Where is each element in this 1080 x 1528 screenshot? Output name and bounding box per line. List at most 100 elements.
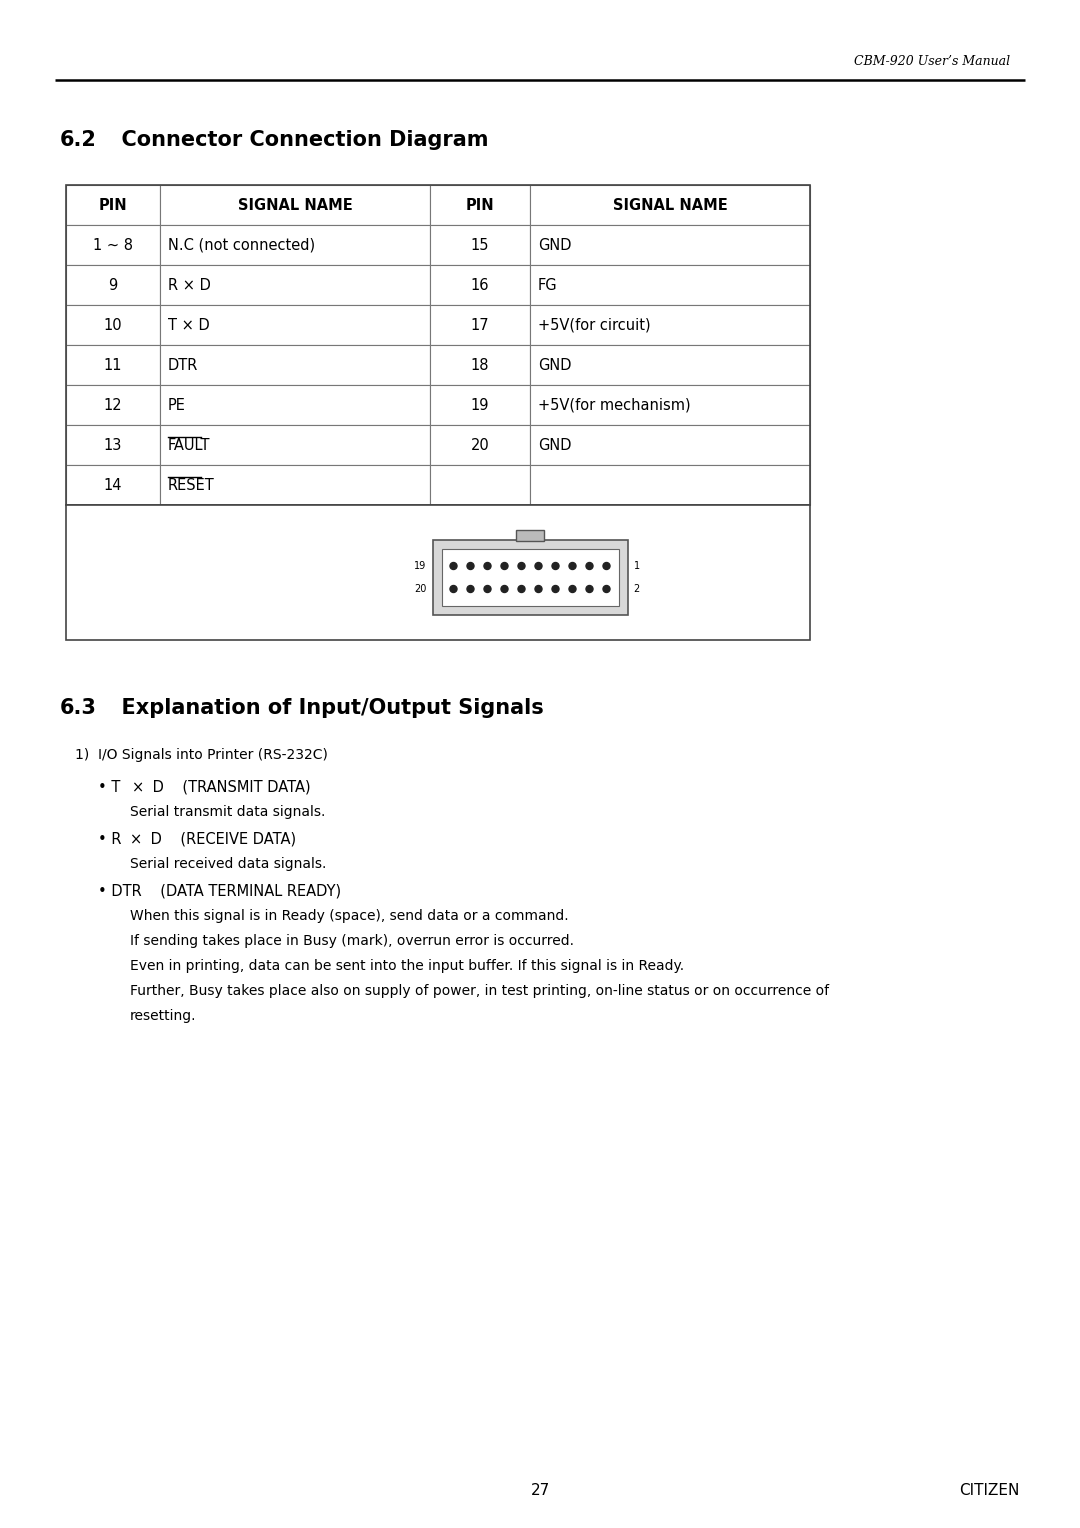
Bar <box>160 185 430 225</box>
Circle shape <box>535 562 542 570</box>
Text: 1: 1 <box>634 561 639 571</box>
Text: 18: 18 <box>471 358 489 373</box>
Bar <box>530 385 810 425</box>
Text: 2: 2 <box>634 584 639 594</box>
Bar <box>160 465 430 504</box>
Circle shape <box>501 585 508 593</box>
Text: 6.2: 6.2 <box>60 130 97 150</box>
Text: 14: 14 <box>104 477 122 492</box>
Text: Even in printing, data can be sent into the input buffer. If this signal is in R: Even in printing, data can be sent into … <box>130 960 684 973</box>
Circle shape <box>501 562 508 570</box>
Text: DTR: DTR <box>168 358 199 373</box>
Bar <box>66 185 810 504</box>
Bar <box>530 345 810 385</box>
Text: 20: 20 <box>471 437 489 452</box>
Text: CBM-920 User’s Manual: CBM-920 User’s Manual <box>854 55 1010 69</box>
Circle shape <box>450 562 457 570</box>
Text: If sending takes place in Busy (mark), overrun error is occurred.: If sending takes place in Busy (mark), o… <box>130 934 573 947</box>
Bar <box>160 345 430 385</box>
Bar <box>442 549 619 607</box>
Text: CITIZEN: CITIZEN <box>960 1484 1020 1497</box>
Bar <box>66 345 160 385</box>
Text: • R: • R <box>98 833 126 847</box>
Text: 20: 20 <box>414 584 427 594</box>
Circle shape <box>467 562 474 570</box>
Circle shape <box>535 585 542 593</box>
Text: Serial received data signals.: Serial received data signals. <box>130 857 326 871</box>
Bar <box>530 264 810 306</box>
Text: D    (RECEIVE DATA): D (RECEIVE DATA) <box>146 833 296 847</box>
Circle shape <box>569 562 576 570</box>
Text: PIN: PIN <box>98 197 127 212</box>
Bar <box>430 465 530 504</box>
Text: 1 ~ 8: 1 ~ 8 <box>93 237 133 252</box>
Bar <box>530 185 810 225</box>
Bar <box>530 425 810 465</box>
Text: SIGNAL NAME: SIGNAL NAME <box>238 197 352 212</box>
Text: 27: 27 <box>530 1484 550 1497</box>
Circle shape <box>518 585 525 593</box>
Circle shape <box>467 585 474 593</box>
Text: resetting.: resetting. <box>130 1008 197 1024</box>
Bar <box>530 306 810 345</box>
Bar <box>530 225 810 264</box>
Bar <box>430 385 530 425</box>
Text: 19: 19 <box>471 397 489 413</box>
Text: 12: 12 <box>104 397 122 413</box>
Text: R × D: R × D <box>168 278 211 292</box>
Bar <box>430 345 530 385</box>
Text: Further, Busy takes place also on supply of power, in test printing, on-line sta: Further, Busy takes place also on supply… <box>130 984 829 998</box>
Text: Connector Connection Diagram: Connector Connection Diagram <box>107 130 488 150</box>
Text: N.C (not connected): N.C (not connected) <box>168 237 315 252</box>
Bar <box>66 306 160 345</box>
Circle shape <box>603 562 610 570</box>
Bar <box>430 185 530 225</box>
Bar <box>160 306 430 345</box>
Circle shape <box>603 585 610 593</box>
Text: GND: GND <box>538 237 571 252</box>
Bar <box>160 425 430 465</box>
Text: Serial transmit data signals.: Serial transmit data signals. <box>130 805 325 819</box>
Bar <box>66 425 160 465</box>
Text: 6.3: 6.3 <box>60 698 97 718</box>
Text: +5V(for circuit): +5V(for circuit) <box>538 318 650 333</box>
Bar <box>160 264 430 306</box>
Text: • T: • T <box>98 779 125 795</box>
Circle shape <box>552 562 559 570</box>
Bar <box>160 225 430 264</box>
Text: 10: 10 <box>104 318 122 333</box>
Text: +5V(for mechanism): +5V(for mechanism) <box>538 397 690 413</box>
Bar <box>432 539 627 614</box>
Bar <box>430 306 530 345</box>
Circle shape <box>586 562 593 570</box>
Bar <box>66 465 160 504</box>
Text: When this signal is in Ready (space), send data or a command.: When this signal is in Ready (space), se… <box>130 909 569 923</box>
Text: 1)  I/O Signals into Printer (RS‑232C): 1) I/O Signals into Printer (RS‑232C) <box>75 749 328 762</box>
Text: RESET: RESET <box>168 477 215 492</box>
Bar <box>66 185 160 225</box>
Text: 9: 9 <box>108 278 118 292</box>
Bar <box>66 385 160 425</box>
Text: 19: 19 <box>415 561 427 571</box>
Circle shape <box>552 585 559 593</box>
Text: GND: GND <box>538 437 571 452</box>
Bar <box>66 264 160 306</box>
Text: PIN: PIN <box>465 197 495 212</box>
Text: ×: × <box>132 779 145 795</box>
Text: T × D: T × D <box>168 318 210 333</box>
Text: 15: 15 <box>471 237 489 252</box>
Bar <box>66 225 160 264</box>
Circle shape <box>518 562 525 570</box>
Bar <box>66 504 810 640</box>
Bar <box>430 425 530 465</box>
Text: FAULT: FAULT <box>168 437 211 452</box>
Circle shape <box>484 585 491 593</box>
Text: GND: GND <box>538 358 571 373</box>
Text: 17: 17 <box>471 318 489 333</box>
Text: 11: 11 <box>104 358 122 373</box>
Text: D    (TRANSMIT DATA): D (TRANSMIT DATA) <box>148 779 311 795</box>
Bar <box>160 385 430 425</box>
Text: FG: FG <box>538 278 557 292</box>
Bar <box>430 225 530 264</box>
Text: ×: × <box>130 833 143 847</box>
